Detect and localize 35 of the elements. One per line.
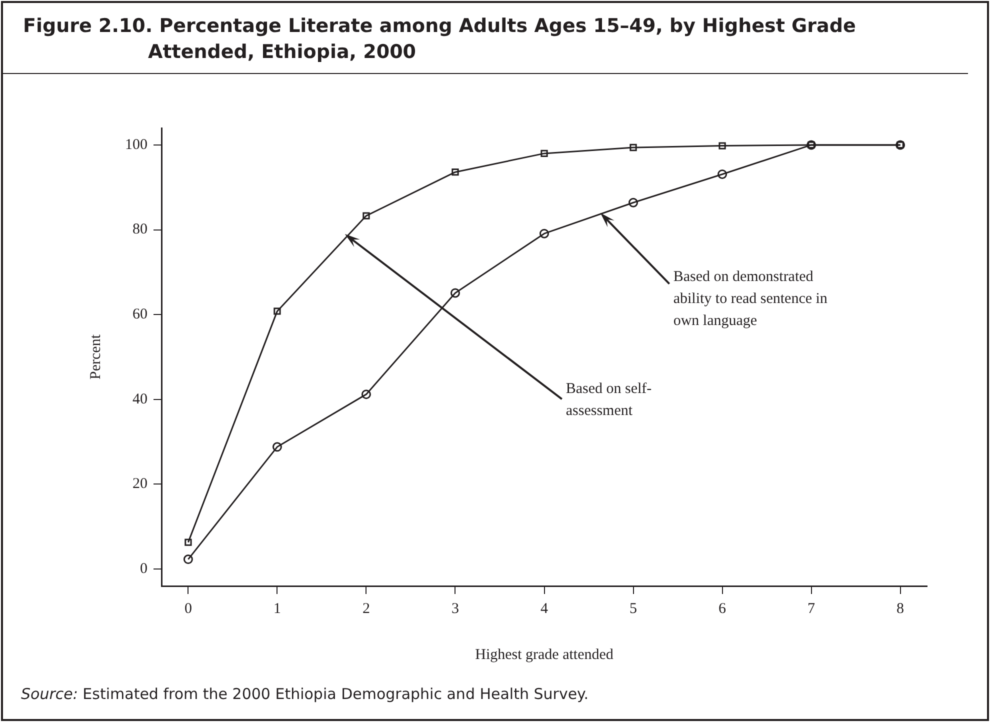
x-tick-label: 7	[808, 600, 816, 617]
source-note: Source: Estimated from the 2000 Ethiopia Demographic and Health Survey.	[21, 685, 589, 703]
point	[274, 308, 281, 315]
point	[361, 390, 371, 400]
point	[628, 198, 638, 208]
chart-title: Figure 2.10. Percentage Literate among Adults Ages 15–49, by Highest Grade Attended, Ethiopia, 2000	[23, 14, 857, 65]
y-tick-label: 0	[140, 560, 148, 577]
x-tick-label: 5	[630, 600, 638, 617]
x-tick-label: 2	[362, 600, 370, 617]
y-tick-label: 80	[132, 222, 148, 238]
point	[630, 144, 637, 152]
point	[718, 142, 726, 150]
x-tick-label: 0	[184, 600, 192, 617]
x-axis-title: Highest grade attended	[475, 646, 614, 663]
y-tick-label: 20	[132, 476, 148, 492]
point	[183, 554, 193, 564]
point	[540, 150, 548, 158]
annotation: Based on demonstrated ability to read sentence in own language	[673, 268, 828, 329]
y-axis-title: Percent	[88, 334, 104, 380]
x-tick-label: 3	[451, 600, 459, 617]
point	[452, 168, 459, 176]
annotation: Based on self-assessment	[566, 380, 652, 419]
point	[450, 288, 460, 298]
y-tick-label: 60	[132, 306, 148, 323]
y-tick-label: 100	[125, 136, 148, 153]
x-tick-label: 6	[718, 600, 727, 617]
x-tick-label: 4	[540, 600, 548, 617]
point	[184, 538, 192, 546]
point	[272, 442, 282, 452]
point	[362, 212, 370, 220]
point	[718, 169, 728, 179]
x-tick-label: 1	[273, 600, 281, 617]
y-tick-label: 40	[132, 391, 148, 408]
x-tick-label: 8	[896, 600, 904, 617]
point	[540, 228, 549, 238]
